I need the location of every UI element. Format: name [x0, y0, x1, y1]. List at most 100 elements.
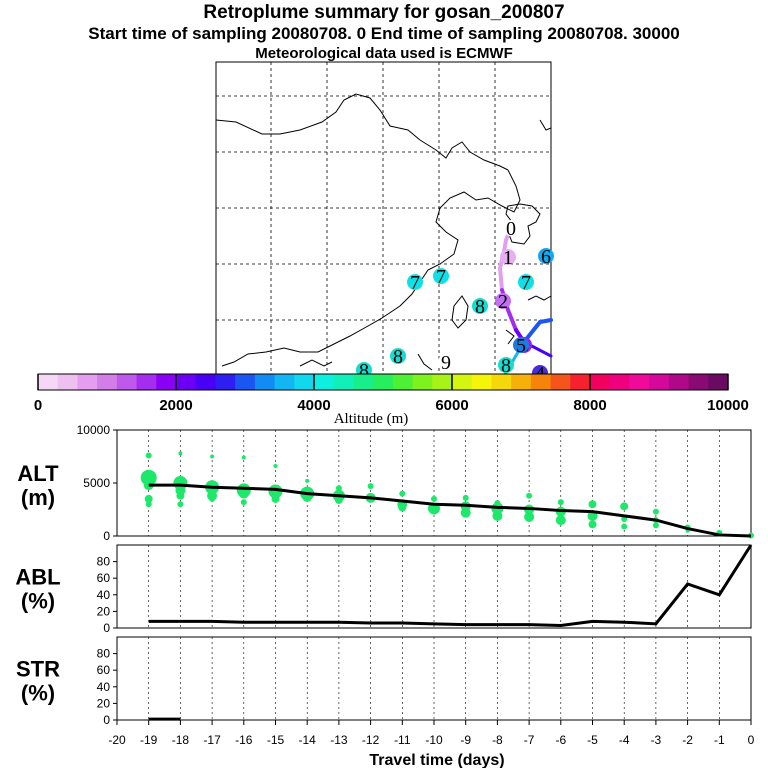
- x-tick-label: -20: [108, 733, 126, 747]
- x-tick-label: -4: [619, 733, 630, 747]
- svg-text:2: 2: [498, 291, 508, 313]
- altitude-cluster-point: [460, 507, 471, 518]
- altitude-cluster-point: [588, 500, 597, 509]
- x-tick-label: -12: [362, 733, 380, 747]
- colorbar-swatch: [353, 374, 374, 390]
- altitude-cluster-point: [177, 501, 184, 508]
- x-tick-label: -18: [172, 733, 190, 747]
- str-y-tick-label: 20: [97, 696, 111, 710]
- x-tick-label: -6: [555, 733, 566, 747]
- x-tick-label: -14: [299, 733, 317, 747]
- trajectory-marker-0: 0: [503, 218, 519, 240]
- abl-y-tick-label: 40: [97, 588, 111, 602]
- x-tick-label: -1: [714, 733, 725, 747]
- map-panel: 012345678977888: [215, 61, 554, 385]
- colorbar-swatch: [609, 374, 630, 390]
- x-tick-label: -3: [651, 733, 662, 747]
- str-y-tick-label: 0: [103, 713, 110, 727]
- svg-text:6: 6: [541, 246, 551, 268]
- colorbar-swatch: [708, 374, 729, 390]
- colorbar: 0 2000 4000 6000 8000 10000 Altitude (m): [34, 373, 749, 427]
- x-tick-label: -15: [267, 733, 285, 747]
- altitude-cluster-point: [620, 502, 629, 511]
- altitude-cluster-point: [145, 452, 152, 459]
- map-grid: [216, 62, 551, 376]
- abl-panel-unit: (%): [21, 589, 55, 614]
- abl-panel: 0 20 40 60 80 ABL(%): [15, 544, 753, 635]
- colorbar-swatch: [392, 374, 414, 390]
- abl-series-line: [148, 544, 753, 628]
- colorbar-swatch: [57, 374, 78, 390]
- str-y-tick-label: 60: [97, 663, 111, 677]
- altitude-cluster-point: [240, 499, 247, 506]
- altitude-cluster-point: [399, 490, 406, 497]
- colorbar-swatch: [38, 374, 59, 390]
- x-tick-label: -8: [492, 733, 503, 747]
- altitude-cluster-point: [176, 491, 185, 500]
- colorbar-tick-label: 8000: [573, 397, 606, 414]
- alt-panel: 0 5000 10000 ALT(m): [17, 423, 754, 543]
- str-y-tick-label: 40: [97, 680, 111, 694]
- svg-text:8: 8: [475, 296, 485, 318]
- altitude-cluster-point: [367, 483, 374, 490]
- colorbar-swatch: [136, 374, 157, 390]
- trajectory-marker-6: 6: [538, 246, 554, 268]
- trajectory-marker-9: 9: [438, 352, 454, 374]
- altitude-cluster-point: [398, 503, 407, 512]
- colorbar-swatch: [452, 374, 473, 390]
- x-tick-label: -16: [235, 733, 253, 747]
- altitude-cluster-point: [273, 464, 278, 469]
- colorbar-swatch: [530, 374, 552, 390]
- colorbar-swatches: [38, 374, 729, 390]
- altitude-cluster-point: [652, 522, 659, 529]
- altitude-cluster-point: [430, 506, 438, 515]
- x-axis-label: Travel time (days): [369, 752, 504, 768]
- colorbar-swatch: [570, 374, 591, 390]
- colorbar-swatch: [412, 374, 433, 390]
- colorbar-swatch: [668, 374, 690, 390]
- colorbar-swatch: [294, 374, 315, 390]
- altitude-cluster-point: [588, 520, 597, 529]
- abl-y-tick-label: 80: [97, 555, 111, 569]
- sampling-times: Start time of sampling 20080708. 0 End t…: [88, 24, 680, 43]
- svg-text:8: 8: [359, 360, 369, 382]
- svg-text:5: 5: [516, 335, 526, 357]
- trajectory-marker-8: 8: [472, 296, 488, 318]
- x-tick-label: -13: [330, 733, 348, 747]
- alt-panel-title: ALT: [17, 461, 59, 486]
- str-panel-unit: (%): [21, 681, 55, 706]
- svg-text:7: 7: [410, 272, 420, 294]
- colorbar-swatch: [590, 374, 611, 390]
- colorbar-swatch: [688, 374, 709, 390]
- colorbar-swatch: [491, 374, 512, 390]
- altitude-cluster-point: [621, 523, 628, 530]
- colorbar-swatch: [333, 374, 354, 390]
- x-tick-label: -11: [394, 733, 411, 747]
- alt-panel-unit: (m): [21, 485, 55, 510]
- alt-series-line: [148, 483, 752, 538]
- colorbar-swatch: [156, 374, 177, 390]
- altitude-cluster-point: [210, 454, 215, 459]
- x-tick-label: -7: [524, 733, 535, 747]
- svg-text:7: 7: [436, 266, 446, 288]
- trajectory-marker-8: 8: [498, 355, 514, 377]
- svg-text:8: 8: [501, 355, 511, 377]
- altitude-cluster-point: [526, 492, 533, 499]
- colorbar-swatch: [432, 374, 453, 390]
- colorbar-swatch: [97, 374, 118, 390]
- colorbar-swatch: [649, 374, 670, 390]
- altitude-cluster-point: [144, 494, 153, 503]
- x-tick-label: -5: [587, 733, 598, 747]
- svg-text:9: 9: [441, 352, 451, 374]
- colorbar-swatch: [274, 374, 295, 390]
- altitude-cluster-point: [209, 495, 216, 502]
- colorbar-swatch: [471, 374, 492, 390]
- altitude-cluster-point: [431, 495, 437, 502]
- x-tick-label: -2: [682, 733, 693, 747]
- svg-text:8: 8: [393, 346, 403, 368]
- colorbar-swatch: [235, 374, 256, 390]
- trajectory-marker-7: 7: [433, 266, 449, 288]
- colorbar-title: Altitude (m): [334, 411, 409, 427]
- altitude-cluster-point: [462, 494, 469, 501]
